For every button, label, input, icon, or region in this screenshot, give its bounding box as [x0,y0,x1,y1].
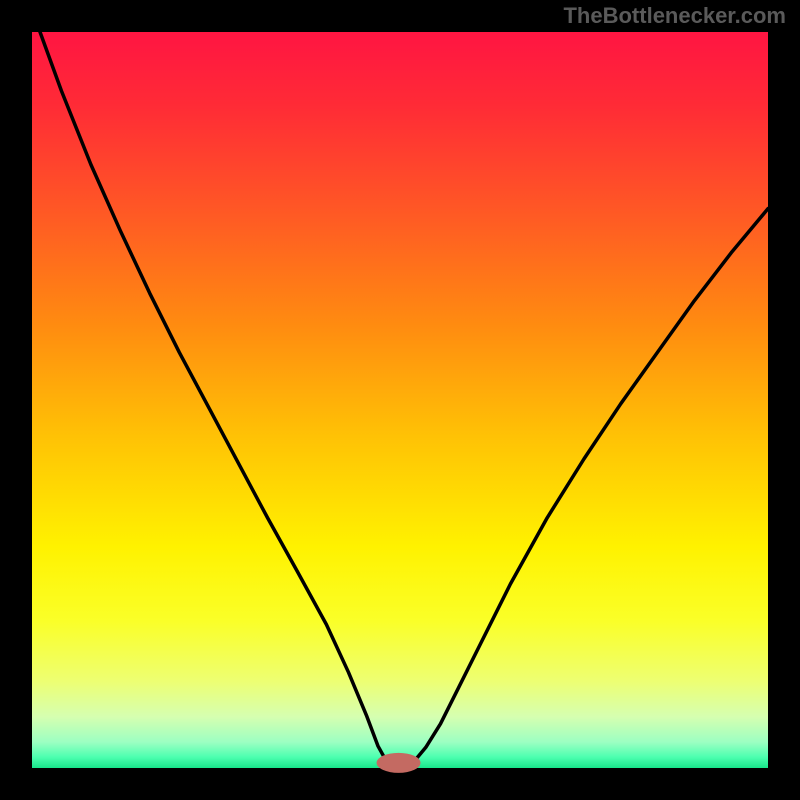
gradient-background [32,32,768,768]
watermark-text: TheBottlenecker.com [563,3,786,29]
chart-container: TheBottlenecker.com [0,0,800,800]
minimum-marker [377,753,421,773]
bottleneck-chart [0,0,800,800]
